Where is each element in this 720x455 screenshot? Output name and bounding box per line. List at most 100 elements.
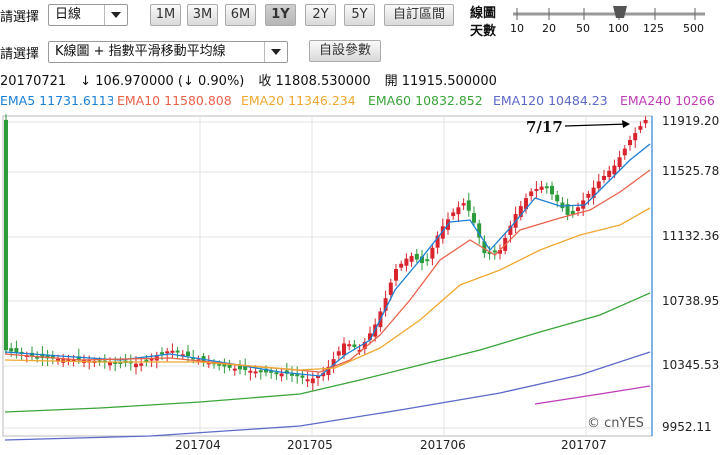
slider-tick: 10 [510,22,524,35]
candle-body [399,263,404,268]
candle-body [508,225,513,235]
days-label-2: 天數 [470,24,497,39]
slider-tick: 100 [608,22,629,35]
candle-body [362,342,367,349]
x-tick-label: 201704 [175,438,221,452]
candle-body [602,176,606,180]
candle-body [139,363,144,366]
slider-thumb[interactable] [613,6,627,18]
candle-body [336,351,341,356]
candle-body [134,363,138,368]
candle-body [472,213,476,223]
candle-body [71,359,76,362]
custom-range-button[interactable]: 自訂區間 [384,4,454,26]
y-tick-label: 10738.95 [662,294,720,308]
annotation-arrowhead [622,120,630,128]
candle-body [420,256,424,263]
ema10-line [4,169,651,373]
candle-body [56,358,60,361]
ema60-line [4,292,651,413]
candle-body [352,344,357,348]
candle-body [108,362,112,366]
candle-body [165,351,170,354]
candle-body [222,362,227,367]
slider-tick: 500 [683,22,704,35]
candle-body [305,379,310,382]
candle-body [232,368,237,371]
candle-body [586,193,591,198]
range-button-5y[interactable]: 5Y [344,4,375,26]
candle-body [40,353,45,359]
legend-ema10: EMA10 11580.808 [117,93,232,108]
candle-body [331,359,336,367]
candle-body [529,191,534,197]
slider-ticks: 10 20 50 100 125 500 [508,22,718,36]
quote-change: ↓ 106.970000 (↓ 0.90%) [80,74,245,89]
candle-body [555,194,560,202]
candle-body [238,365,242,370]
candle-body [269,370,274,373]
chart-type-select[interactable]: K線圖 + 指數平滑移動平均線 [48,41,288,63]
candle-body [498,250,502,254]
candle-body [430,247,435,259]
candle-body [326,366,331,375]
days-label-1: 線圖 [470,6,497,21]
candle-body [321,372,326,377]
candle-body [576,207,580,211]
chevron-down-icon [264,42,287,62]
candle-body [394,269,398,281]
range-button-1m[interactable]: 1M [150,4,181,26]
candle-body [492,250,497,253]
ema240-line [534,385,651,405]
frequency-select[interactable]: 日線 [48,4,128,26]
candle-body [388,282,393,295]
range-button-2y[interactable]: 2Y [305,4,336,26]
candle-body [76,356,81,360]
frequency-value: 日線 [55,7,82,22]
candle-body [113,361,118,364]
candle-body [300,375,305,378]
range-button-6m[interactable]: 6M [225,4,256,26]
legend-ema60: EMA60 10832.852 [368,93,483,108]
candle-body [295,374,300,377]
price-chart[interactable] [0,110,720,455]
candle-body [180,354,185,357]
candle-body [290,373,294,376]
candle-body [466,200,471,211]
candle-body [227,363,232,368]
candle-body [175,350,180,353]
slider-tick: 50 [576,22,590,35]
candle-body [409,256,414,262]
candle-body [310,378,315,384]
candle-body [149,358,154,361]
x-tick-label: 201707 [561,438,607,452]
legend-ema120: EMA120 10484.23 [493,93,608,108]
freq-label: 請選擇 [0,10,40,25]
candle-body [570,210,575,215]
candle-body [628,140,632,146]
x-tick-label: 201706 [420,438,466,452]
candle-body [435,235,440,248]
ema120-line [4,351,651,441]
slider-tick: 125 [643,22,664,35]
chart-type-label: 請選擇 [0,47,40,62]
candle-body [633,133,638,141]
days-slider[interactable] [505,4,720,22]
candle-body [357,349,362,352]
candle-body [347,344,352,347]
range-button-1y[interactable]: 1Y [265,4,296,26]
custom-params-button[interactable]: 自設參數 [309,40,381,62]
candle-body [279,373,284,377]
candle-body [186,351,190,356]
legend-ema240: EMA240 10266 [620,93,715,108]
candle-body [160,352,164,355]
candle-body [456,207,461,215]
y-tick-label: 11525.78 [662,164,720,178]
candle-body [383,298,388,311]
candle-body [550,185,554,195]
range-button-3m[interactable]: 3M [187,4,218,26]
candle-body [544,186,549,189]
candle-body [45,355,50,359]
quote-open: 開 11915.500000 [384,74,497,89]
candle-body [524,198,528,210]
